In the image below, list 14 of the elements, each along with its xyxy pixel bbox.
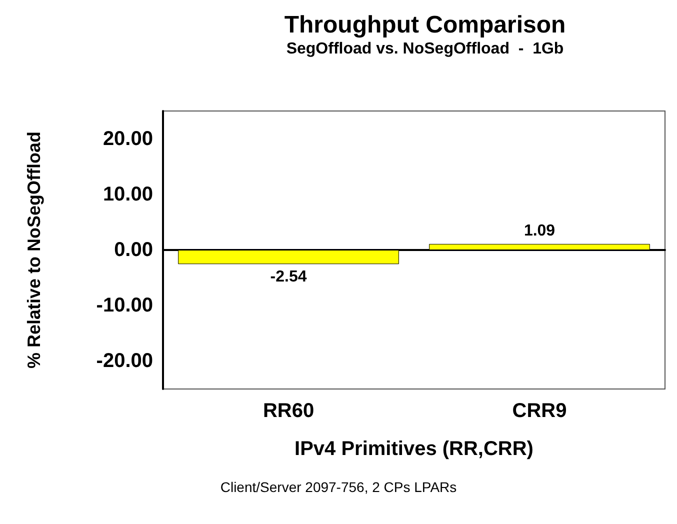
y-tick-label: -20.00: [96, 350, 153, 372]
text: Client/Server 2097-756, 2 CPs LPARs: [220, 479, 457, 495]
chart-subtitle: SegOffload vs. NoSegOffload - 1Gb: [286, 40, 564, 58]
y-axis-title: % Relative to NoSegOffload: [24, 131, 44, 369]
y-tick-label: 10.00: [102, 183, 153, 206]
chart-title: Throughput Comparison: [284, 12, 566, 38]
y-tick-label: -10.00: [96, 294, 153, 317]
x-axis-title: IPv4 Primitives (RR,CRR): [294, 438, 534, 460]
data-label: -2.54: [270, 268, 307, 286]
y-tick-label: 0.00: [114, 239, 153, 261]
x-tick-label: RR60: [262, 400, 314, 422]
x-tick-label: CRR9: [512, 400, 567, 422]
data-label: 1.09: [524, 222, 556, 240]
y-tick-label: 20.00: [102, 128, 153, 150]
